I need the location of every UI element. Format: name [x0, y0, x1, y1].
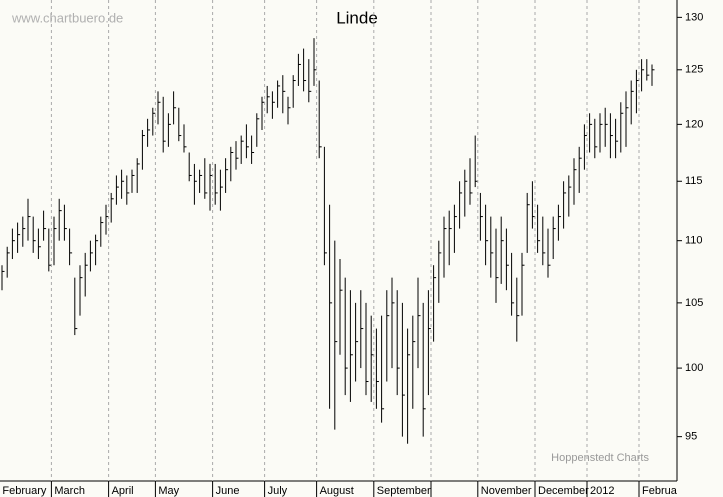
- y-tick-label: 115: [685, 175, 703, 187]
- y-tick-label: 110: [685, 235, 703, 247]
- x-tick-label: June: [216, 485, 240, 497]
- y-tick-label: 100: [685, 362, 703, 374]
- y-tick-label: 95: [685, 431, 697, 443]
- x-tick-label: September: [377, 485, 431, 497]
- x-tick-label: February: [2, 485, 47, 497]
- x-tick-label: November: [481, 485, 532, 497]
- x-tick-label: August: [320, 485, 354, 497]
- x-tick-label: Februa: [642, 485, 678, 497]
- y-tick-label: 125: [685, 64, 703, 76]
- x-tick-label: March: [54, 485, 85, 497]
- chart-title: Linde: [336, 8, 378, 27]
- x-tick-label: May: [158, 485, 179, 497]
- x-tick-label: 2012: [590, 485, 614, 497]
- x-tick-label: December: [538, 485, 589, 497]
- x-tick-label: April: [112, 485, 134, 497]
- y-tick-label: 130: [685, 11, 703, 23]
- x-tick-label: July: [268, 485, 288, 497]
- source-note: Hoppenstedt Charts: [551, 452, 649, 464]
- watermark: www.chartbuero.de: [11, 10, 123, 25]
- y-tick-label: 105: [685, 297, 703, 309]
- y-tick-label: 120: [685, 118, 703, 130]
